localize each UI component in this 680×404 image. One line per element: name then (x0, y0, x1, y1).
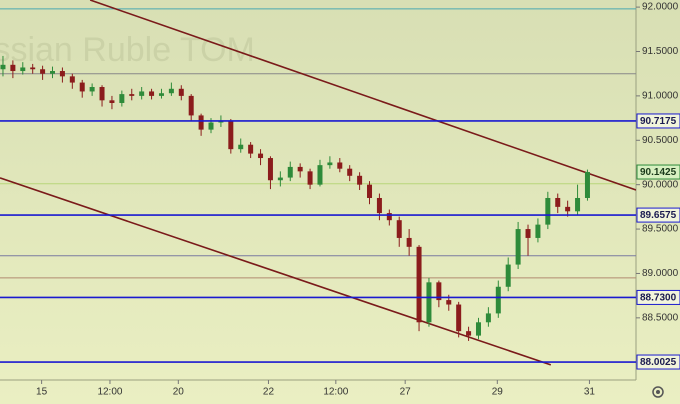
x-tick-label: 29 (492, 387, 504, 398)
level-label: 88.7300 (640, 293, 677, 304)
axes: 92.0000 91.5000 91.0000 90.5000 90.0000 89.50… (36, 2, 680, 398)
watermark: Russian Ruble TOM (0, 31, 255, 69)
candle-body (277, 177, 283, 181)
candle-body (10, 64, 16, 72)
candle-body (456, 304, 462, 332)
candle-body (228, 120, 234, 150)
x-tick-label: 31 (584, 387, 596, 398)
x-tick-label: 15 (36, 387, 48, 398)
candle-body (357, 175, 363, 185)
candle-body (129, 94, 135, 96)
candle-body (475, 322, 481, 336)
candle-body (367, 184, 373, 198)
candle-body (30, 67, 36, 70)
candle-body (99, 87, 105, 101)
candle-body (505, 264, 511, 287)
level-label-box (636, 354, 680, 370)
plot-area: Russian Ruble TOM (0, 0, 636, 366)
y-tick-label: 91.0000 (642, 91, 679, 102)
candle-body (149, 91, 155, 96)
candle-body (446, 300, 452, 305)
candle-body (495, 286, 501, 314)
level-label: 90.7175 (640, 116, 677, 127)
candle-body (376, 197, 382, 214)
candle-body (575, 197, 581, 212)
candle-body (327, 162, 333, 166)
settings-icon[interactable] (652, 386, 664, 398)
candle-body (386, 213, 392, 221)
candle-body (258, 153, 264, 159)
level-label: 89.6575 (640, 210, 677, 221)
y-tick-label: 89.0000 (642, 268, 679, 279)
candle-body (59, 71, 65, 77)
last-price-box (636, 164, 680, 180)
level-label-box (636, 289, 680, 305)
candle-body (109, 100, 115, 103)
candle-body (248, 144, 254, 154)
candle-body (178, 88, 184, 96)
candle-body (565, 206, 571, 212)
candle-body (188, 95, 194, 116)
level-label-box (636, 207, 680, 223)
candle-body (267, 158, 273, 181)
candle-body (168, 88, 174, 94)
y-tick-label: 88.5000 (642, 312, 679, 323)
candle-body (406, 237, 412, 247)
candle-body (198, 115, 204, 130)
y-tick-label: 90.5000 (642, 135, 679, 146)
candle-body (396, 220, 402, 238)
candle-body (20, 67, 26, 72)
y-tick-label: 91.5000 (642, 46, 679, 57)
y-tick-label: 92.0000 (642, 2, 679, 13)
candle-body (317, 165, 323, 185)
candle-body (347, 168, 353, 176)
candle-body (436, 282, 442, 301)
candle-body (119, 94, 125, 103)
candle-body (0, 64, 6, 70)
candle-body (50, 71, 56, 74)
y-tick-label: 89.5000 (642, 224, 679, 235)
y-tick-label: 90.0000 (642, 179, 679, 190)
candle-body (545, 197, 551, 225)
candle-body (555, 197, 561, 207)
candle-body (584, 172, 590, 198)
candle-body (40, 69, 46, 74)
candle-body (79, 82, 85, 92)
candle-body (466, 331, 472, 336)
x-tick-label: 27 (400, 387, 412, 398)
candle-body (525, 229, 531, 238)
candle-body (238, 144, 244, 150)
candle-body (158, 93, 164, 96)
candle-body (535, 224, 541, 238)
candle-body (139, 91, 145, 96)
candle-body (69, 76, 75, 83)
candle-body (515, 229, 521, 265)
candle-body (297, 166, 303, 172)
x-tick-label: 22 (263, 387, 275, 398)
trend-line (89, 0, 636, 191)
candle-body (307, 171, 313, 185)
candle-body (426, 282, 432, 323)
candle-body (208, 122, 214, 130)
candle-body (416, 246, 422, 323)
candle-body (485, 313, 491, 323)
last-price-label: 90.1425 (640, 167, 677, 178)
x-tick-label: 20 (173, 387, 185, 398)
x-tick-label: 12:00 (97, 387, 122, 398)
x-tick-label: 12:00 (323, 387, 348, 398)
level-label-box (636, 113, 680, 129)
candle-body (287, 166, 293, 178)
candle-body (89, 87, 95, 92)
level-label: 88.0025 (640, 357, 677, 368)
candle-body (337, 162, 343, 169)
